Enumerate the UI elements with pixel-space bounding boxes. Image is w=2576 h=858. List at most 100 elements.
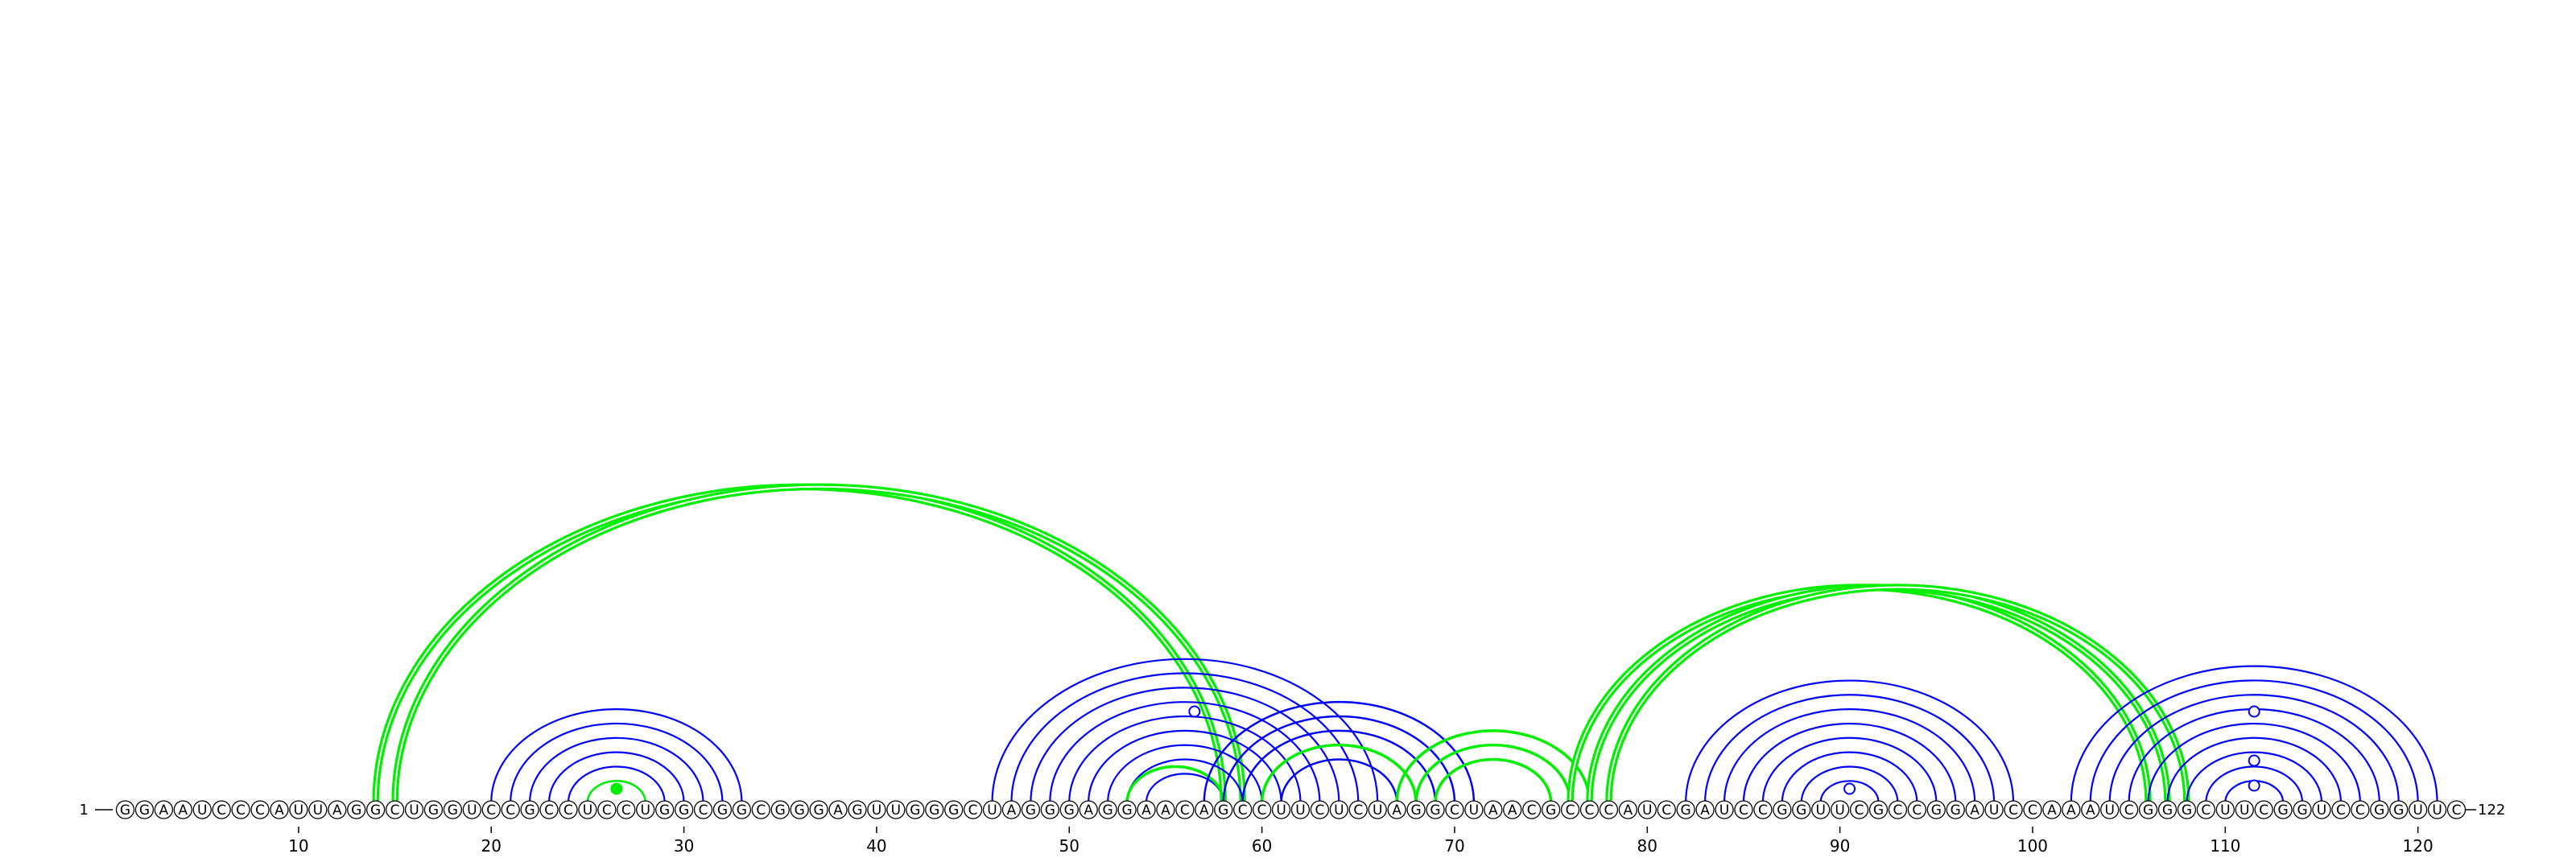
nucleotide-letter: U xyxy=(1719,802,1729,819)
base-pair-arc xyxy=(1280,758,1398,803)
nucleotide: C xyxy=(1657,800,1676,819)
nucleotide-letter: A xyxy=(2047,802,2057,819)
nucleotide: G xyxy=(732,800,752,819)
base-pair-arc xyxy=(1586,584,2171,803)
nucleotide-letter: C xyxy=(756,802,766,819)
nucleotide-letter: G xyxy=(1026,802,1036,819)
nucleotide: U xyxy=(192,800,212,819)
nucleotide: C xyxy=(1310,800,1330,819)
nucleotide: A xyxy=(1079,800,1098,819)
nucleotide: C xyxy=(2196,800,2216,819)
nucleotide: C xyxy=(1599,800,1619,819)
nucleotide-letter: U xyxy=(197,802,207,819)
nucleotide: G xyxy=(809,800,828,819)
base-pair-arc xyxy=(586,780,646,803)
nucleotide-letter: G xyxy=(1777,802,1787,819)
nucleotide: U xyxy=(2215,800,2235,819)
nucleotide-letter: U xyxy=(2432,802,2442,819)
nucleotide-letter: U xyxy=(1815,802,1825,819)
base-pair-arc xyxy=(1125,765,1225,803)
nucleotide: C xyxy=(1233,800,1253,819)
nucleotide: G xyxy=(1117,800,1137,819)
nucleotide-letter: G xyxy=(428,802,439,819)
nucleotide: U xyxy=(2235,800,2254,819)
nucleotide-letter: C xyxy=(2124,802,2134,819)
nucleotide-letter: G xyxy=(2162,802,2173,819)
nucleotide-letter: U xyxy=(1334,802,1344,819)
nucleotide-letter: U xyxy=(2240,802,2249,819)
nucleotide: U xyxy=(2100,800,2120,819)
nucleotide-letter: A xyxy=(833,802,843,819)
nucleotide-letter: A xyxy=(1624,802,1633,819)
nucleotide-letter: C xyxy=(236,802,246,819)
base-pair-arc xyxy=(1819,780,1880,803)
tick-label: 120 xyxy=(2403,836,2434,856)
nucleotide: U xyxy=(1329,800,1348,819)
tick-label: 70 xyxy=(1444,836,1464,856)
nucleotide: A xyxy=(828,800,848,819)
tick-label: 60 xyxy=(1252,836,1272,856)
nucleotide-letter: G xyxy=(1430,802,1440,819)
nucleotide-letter: A xyxy=(1199,802,1209,819)
nucleotide: G xyxy=(520,800,539,819)
nucleotide: G xyxy=(443,800,463,819)
nucleotide: A xyxy=(1137,800,1156,819)
nucleotide-letter: U xyxy=(1642,802,1652,819)
hollow-marker xyxy=(2248,779,2260,792)
nucleotide: A xyxy=(1387,800,1406,819)
base-pair-arc-inner xyxy=(394,486,1244,803)
nucleotide: U xyxy=(1290,800,1311,819)
nucleotide: G xyxy=(134,800,155,819)
nucleotide: G xyxy=(423,800,444,819)
nucleotide-letter: G xyxy=(737,802,747,819)
nucleotide-letter: C xyxy=(1585,802,1595,819)
hollow-marker xyxy=(2248,705,2260,718)
nucleotide: U xyxy=(1464,800,1484,819)
nucleotide-letter: C xyxy=(699,802,708,819)
nucleotide-letter: C xyxy=(1450,802,1459,819)
nucleotide: G xyxy=(2293,800,2312,819)
nucleotide: G xyxy=(1773,800,1792,819)
tick-label: 100 xyxy=(2017,836,2048,856)
nucleotide: G xyxy=(1926,800,1946,819)
nucleotide: C xyxy=(751,800,770,819)
nucleotide-letter: G xyxy=(139,802,150,819)
nucleotide: G xyxy=(944,800,964,819)
nucleotide: U xyxy=(2408,800,2428,819)
nucleotide-letter: A xyxy=(1392,802,1402,819)
nucleotide-letter: G xyxy=(1681,802,1691,819)
base-pair-arc xyxy=(991,658,1379,803)
nucleotide: C xyxy=(2446,800,2467,819)
nucleotide-letter: A xyxy=(1161,802,1170,819)
tick-label: 80 xyxy=(1637,836,1657,856)
nucleotide-letter: G xyxy=(659,802,670,819)
nucleotide: U xyxy=(404,800,424,819)
nucleotide-letter: C xyxy=(1912,802,1922,819)
base-pair-arc xyxy=(1260,744,1418,803)
base-pair-arc xyxy=(1703,694,1996,803)
nucleotide-letter: G xyxy=(1103,802,1113,819)
base-pair-arc xyxy=(1781,751,1918,803)
nucleotide: G xyxy=(1792,800,1811,819)
nucleotide: C xyxy=(385,800,405,819)
base-pair-arc xyxy=(1434,757,1553,803)
nucleotide-letter: G xyxy=(1546,802,1556,819)
base-pair-arc xyxy=(1605,584,2190,803)
hollow-marker xyxy=(2248,754,2260,767)
nucleotide-letter: C xyxy=(968,802,978,819)
nucleotide: U xyxy=(636,800,655,819)
nucleotide-letter: G xyxy=(1796,802,1806,819)
nucleotide-letter: U xyxy=(1469,802,1479,819)
base-pair-arc xyxy=(1723,708,1976,803)
sequence-end-label: 122 xyxy=(2478,802,2505,819)
nucleotide: G xyxy=(1676,800,1695,819)
nucleotide-letter: U xyxy=(1989,802,1999,819)
nucleotide-letter: G xyxy=(910,802,920,819)
tick-label: 40 xyxy=(866,836,886,856)
nucleotide-letter: C xyxy=(2259,802,2268,819)
nucleotide-letter: C xyxy=(2452,802,2462,819)
nucleotide-letter: C xyxy=(1257,802,1267,819)
nucleotide: G xyxy=(848,800,867,819)
tick-label: 10 xyxy=(288,836,308,856)
